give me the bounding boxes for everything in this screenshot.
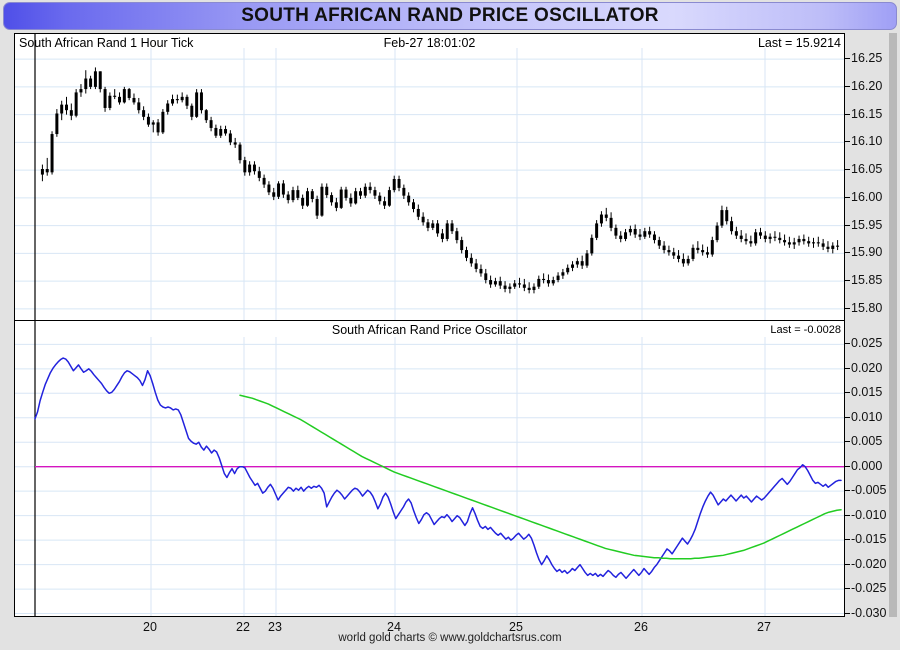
axis-tick-mark	[845, 539, 850, 541]
oscillator-axis-tick: 0.000	[851, 458, 883, 473]
price-axis-tick: 16.15	[851, 106, 883, 121]
date-axis-tick: 26	[634, 620, 648, 634]
oscillator-last-value: Last = -0.0028	[770, 324, 841, 336]
price-axis-tick: 16.10	[851, 134, 883, 149]
price-panel-title: South African Rand 1 Hour Tick	[19, 36, 194, 50]
date-axis-tick: 25	[509, 620, 523, 634]
oscillator-chart-panel[interactable]: South African Rand Price Oscillator Last…	[15, 321, 844, 616]
axis-tick-mark	[845, 563, 850, 565]
axis-tick-mark	[845, 141, 850, 143]
price-axis-tick: 16.25	[851, 51, 883, 66]
oscillator-axis-tick: -0.015	[851, 532, 887, 547]
axis-tick-mark	[845, 113, 850, 115]
window-title-bar: SOUTH AFRICAN RAND PRICE OSCILLATOR	[3, 2, 897, 30]
price-axis-tick: 16.20	[851, 78, 883, 93]
oscillator-axis-tick: 0.005	[851, 434, 883, 449]
axis-tick-mark	[845, 85, 850, 87]
axis-tick-mark	[845, 367, 850, 369]
axis-tick-mark	[845, 224, 850, 226]
axis-tick-mark	[845, 196, 850, 198]
oscillator-axis-tick: 0.010	[851, 409, 883, 424]
window-right-edge	[889, 33, 897, 617]
axis-tick-mark	[845, 514, 850, 516]
axis-tick-mark	[845, 280, 850, 282]
axis-tick-mark	[845, 343, 850, 345]
axis-tick-mark	[845, 392, 850, 394]
date-axis-tick: 27	[757, 620, 771, 634]
axis-tick-mark	[845, 58, 850, 60]
price-axis-tick: 16.05	[851, 162, 883, 177]
axis-tick-mark	[845, 441, 850, 443]
axis-tick-mark	[845, 612, 850, 614]
price-axis-tick: 16.00	[851, 189, 883, 204]
oscillator-panel-title: South African Rand Price Oscillator	[331, 323, 528, 337]
axis-tick-mark	[845, 588, 850, 590]
axis-tick-mark	[845, 307, 850, 309]
price-axis-tick: 15.80	[851, 300, 883, 315]
axis-tick-mark	[845, 169, 850, 171]
right-value-axis: 16.25 16.20 16.15 16.10 16.05 16.00 15.95 15.90…	[845, 33, 900, 620]
price-last-value: Last = 15.9214	[757, 36, 841, 50]
oscillator-plot	[15, 321, 844, 616]
footer-credit: world gold charts © www.goldchartsrus.co…	[338, 632, 562, 644]
date-axis-tick: 23	[268, 620, 282, 634]
date-axis-tick: 24	[387, 620, 401, 634]
price-chart-panel[interactable]: South African Rand 1 Hour Tick Feb-27 18…	[15, 34, 844, 321]
oscillator-axis-tick: -0.025	[851, 581, 887, 596]
oscillator-axis-tick: 0.015	[851, 385, 883, 400]
date-axis-tick: 22	[236, 620, 250, 634]
oscillator-axis-tick: 0.025	[851, 336, 883, 351]
date-axis-tick: 20	[143, 620, 157, 634]
window-title: SOUTH AFRICAN RAND PRICE OSCILLATOR	[241, 5, 659, 26]
price-panel-timestamp: Feb-27 18:01:02	[383, 36, 476, 50]
oscillator-axis-tick: -0.030	[851, 605, 887, 620]
price-axis-tick: 15.85	[851, 273, 883, 288]
price-candlestick-plot	[15, 34, 844, 320]
price-axis-tick: 15.90	[851, 245, 883, 260]
price-axis-tick: 15.95	[851, 217, 883, 232]
bottom-date-axis: 20 22 23 24 25 26 27	[14, 617, 845, 639]
axis-tick-mark	[845, 252, 850, 254]
oscillator-axis-tick: -0.005	[851, 483, 887, 498]
axis-tick-mark	[845, 465, 850, 467]
axis-tick-mark	[845, 416, 850, 418]
chart-frame: South African Rand 1 Hour Tick Feb-27 18…	[14, 33, 845, 617]
oscillator-axis-tick: 0.020	[851, 360, 883, 375]
axis-tick-mark	[845, 490, 850, 492]
oscillator-axis-tick: -0.010	[851, 507, 887, 522]
oscillator-axis-tick: -0.020	[851, 556, 887, 571]
